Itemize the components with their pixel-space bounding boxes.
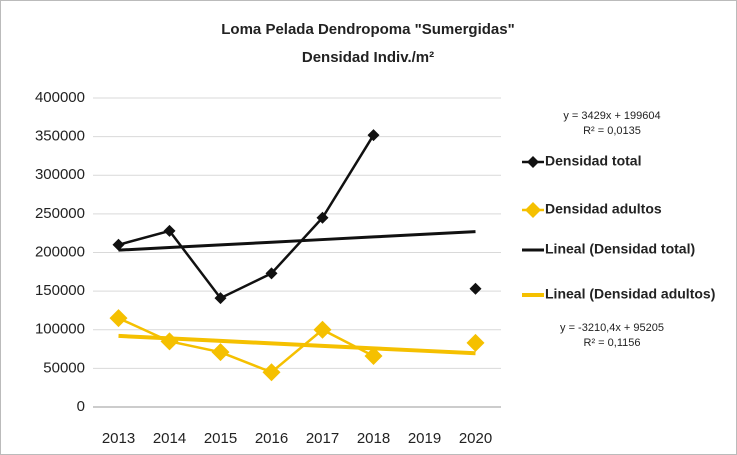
x-tick-label: 2019 [408,430,441,447]
x-tick-label: 2017 [306,430,339,447]
equation: y = -3210,4x + 95205 [560,322,664,334]
data-point [313,320,332,339]
y-tick-label: 300000 [35,166,85,183]
y-tick-label: 400000 [35,89,85,106]
trend-line [118,333,476,356]
r-squared: R² = 0,0135 [583,125,641,137]
series-line [118,134,375,300]
legend-label: Densidad adultos [545,201,662,217]
x-tick-label: 2018 [357,430,390,447]
x-tick-label: 2016 [255,430,288,447]
y-tick-label: 250000 [35,205,85,222]
data-point [211,343,230,362]
legend-marker [527,156,539,168]
legend-label: Densidad total [545,153,641,169]
y-tick-label: 350000 [35,128,85,145]
chart-title: Loma Pelada Dendropoma "Sumergidas" [221,21,514,38]
data-point [265,267,278,280]
data-point [316,211,329,224]
x-tick-label: 2013 [102,430,135,447]
equation: y = 3429x + 199604 [563,110,660,122]
x-tick-label: 2015 [204,430,237,447]
data-point [163,224,176,237]
y-tick-label: 100000 [35,321,85,338]
data-point [367,129,380,142]
legend-label: Lineal (Densidad adultos) [545,286,715,302]
x-tick-label: 2014 [153,430,186,447]
r-squared: R² = 0,1156 [584,337,641,349]
y-tick-label: 150000 [35,282,85,299]
y-tick-label: 0 [77,398,85,415]
chart-subtitle: Densidad Indiv./m² [302,49,434,66]
data-point [466,333,485,352]
x-tick-label: 2020 [459,430,492,447]
y-tick-label: 50000 [43,359,85,376]
data-point [469,282,482,295]
y-tick-label: 200000 [35,243,85,260]
legend-marker [525,202,541,218]
data-point [112,238,125,251]
data-point [262,363,281,382]
data-point [214,292,227,305]
data-point [109,309,128,328]
data-point [364,347,383,366]
legend-label: Lineal (Densidad total) [545,241,695,257]
trend-line [118,230,476,252]
